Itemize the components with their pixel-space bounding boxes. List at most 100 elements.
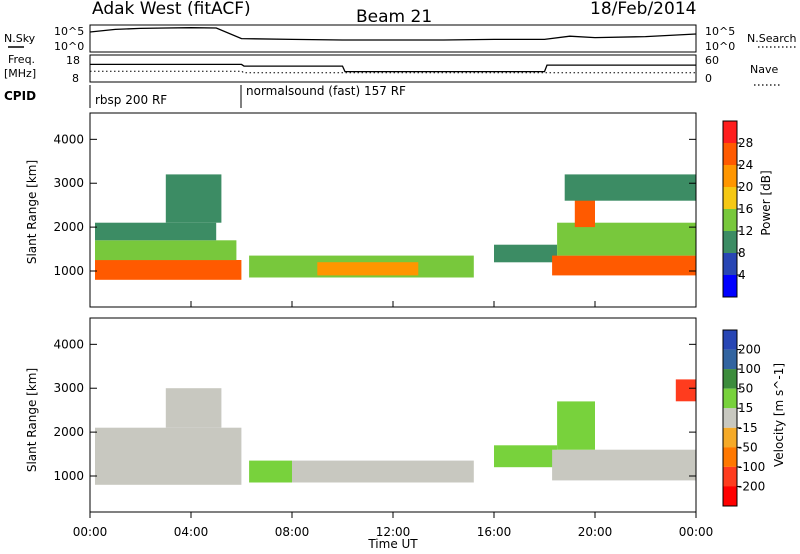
- freq-label-1: Freq.: [8, 53, 35, 66]
- colorbar-tick-label: 200: [738, 343, 761, 357]
- y-tick-label: 3000: [53, 381, 84, 395]
- beam-title: Beam 21: [356, 7, 432, 27]
- power-region: [95, 240, 237, 261]
- y-tick-label: 2000: [53, 220, 84, 234]
- colorbar-tick-label: 8: [738, 246, 746, 260]
- x-tick-label: 04:00: [174, 525, 209, 539]
- x-axis-label: Time UT: [367, 537, 418, 551]
- colorbar-frame: [722, 329, 738, 507]
- power-region: [95, 260, 242, 280]
- power-colorbar: 28 24 20 16 12 8 4: [722, 120, 753, 298]
- nsearch-tick-bottom: 10^0: [705, 40, 735, 53]
- velocity-region: [292, 460, 474, 483]
- colorbar-bin: [723, 466, 737, 487]
- colorbar-tick-label: -50: [738, 440, 758, 454]
- colorbar-bin: [723, 369, 737, 389]
- x-tick-label: 16:00: [477, 525, 512, 539]
- colorbar-bin: [723, 253, 737, 275]
- power-region: [574, 196, 595, 228]
- velocity-region: [557, 401, 595, 450]
- colorbar-tick-label: 28: [738, 136, 753, 150]
- radar-title: Adak West (fitACF): [92, 0, 251, 19]
- colorbar-tick-label: 50: [738, 382, 753, 396]
- x-tick-label: 12:00: [376, 525, 411, 539]
- colorbar-bin: [723, 447, 737, 467]
- cpid-label: CPID: [4, 89, 36, 103]
- colorbar-bin: [723, 427, 737, 448]
- nave-line: [90, 70, 696, 74]
- power-region: [317, 262, 419, 276]
- velocity-ylabel: Slant Range [km]: [25, 368, 39, 472]
- x-axis: 00:00 04:00 08:00 12:00 16:00 20:00 00:00: [73, 301, 714, 539]
- colorbar-tick-label: 100: [738, 362, 761, 376]
- power-ylabel: Slant Range [km]: [25, 160, 39, 264]
- power-region: [95, 222, 217, 241]
- colorbar-tick-label: 12: [738, 224, 753, 238]
- colorbar-tick-label: 20: [738, 180, 753, 194]
- x-tick-label: 00:00: [73, 525, 108, 539]
- power-region: [494, 244, 558, 263]
- freq-trace: [90, 63, 696, 74]
- freq-tick-bottom: 8: [72, 72, 79, 85]
- nsearch-tick-top: 10^5: [705, 25, 735, 38]
- y-tick-label: 1000: [53, 469, 84, 483]
- power-region: [557, 222, 696, 256]
- velocity-region: [675, 379, 696, 402]
- velocity-region: [249, 460, 292, 483]
- nave-tick-top: 60: [705, 54, 719, 67]
- y-tick-label: 3000: [53, 176, 84, 190]
- power-region: [564, 174, 696, 201]
- power-region: [552, 255, 696, 276]
- freq-label-2: [MHz]: [4, 67, 36, 80]
- colorbar-bin: [723, 143, 737, 165]
- y-tick-label: 2000: [53, 425, 84, 439]
- freq-panel-frame: [89, 54, 697, 83]
- colorbar-bin: [723, 275, 737, 297]
- x-tick-label: 20:00: [578, 525, 613, 539]
- power-yaxis: 1000 2000 3000 4000: [53, 132, 696, 278]
- nsky-trace: [89, 27, 697, 41]
- colorbar-tick-label: 24: [738, 158, 753, 172]
- y-tick-label: 4000: [53, 337, 84, 351]
- cpid-segment-1: rbsp 200 RF: [95, 93, 167, 107]
- x-tick-label: 00:00: [679, 525, 714, 539]
- colorbar-tick-label: 16: [738, 202, 753, 216]
- velocity-region: [494, 445, 558, 468]
- y-tick-label: 1000: [53, 264, 84, 278]
- nsky-panel-frame: [89, 24, 697, 53]
- date-title: 18/Feb/2014: [590, 0, 696, 19]
- freq-tick-top: 18: [66, 54, 80, 67]
- colorbar-bin: [723, 231, 737, 253]
- nave-label: Nave: [750, 63, 778, 76]
- colorbar-bin: [723, 388, 737, 409]
- nsky-line: [89, 27, 697, 41]
- velocity-cbar-label: Velocity [m s^-1]: [772, 363, 786, 467]
- velocity-region: [165, 388, 222, 428]
- colorbar-bin: [723, 486, 737, 506]
- colorbar-bin: [723, 330, 737, 350]
- colorbar-tick-label: 15: [738, 401, 753, 415]
- colorbar-tick-label: -200: [738, 479, 765, 493]
- colorbar-bin: [723, 209, 737, 231]
- nsky-label: N.Sky: [4, 32, 36, 45]
- nsearch-label: N.Search: [747, 32, 797, 45]
- colorbar-bin: [723, 165, 737, 187]
- velocity-colorbar: 200 100 50 15 -15 -50 -100 -200: [722, 329, 765, 507]
- velocity-heatmap: [95, 379, 696, 485]
- nave-tick-bottom: 0: [705, 72, 712, 85]
- power-region: [165, 174, 222, 223]
- nsky-tick-top: 10^5: [54, 25, 84, 38]
- colorbar-bin: [723, 408, 737, 428]
- colorbar-bin: [723, 349, 737, 370]
- power-heatmap: [95, 174, 696, 280]
- power-cbar-label: Power [dB]: [759, 170, 773, 235]
- x-tick-label: 08:00: [275, 525, 310, 539]
- colorbar-bin: [723, 187, 737, 209]
- freq-line: [90, 63, 696, 73]
- velocity-yaxis: 1000 2000 3000 4000: [53, 337, 696, 483]
- colorbar-tick-label: 4: [738, 268, 746, 282]
- cpid-segment-2: normalsound (fast) 157 RF: [246, 84, 406, 98]
- colorbar-bin: [723, 121, 737, 143]
- nsky-tick-bottom: 10^0: [54, 40, 84, 53]
